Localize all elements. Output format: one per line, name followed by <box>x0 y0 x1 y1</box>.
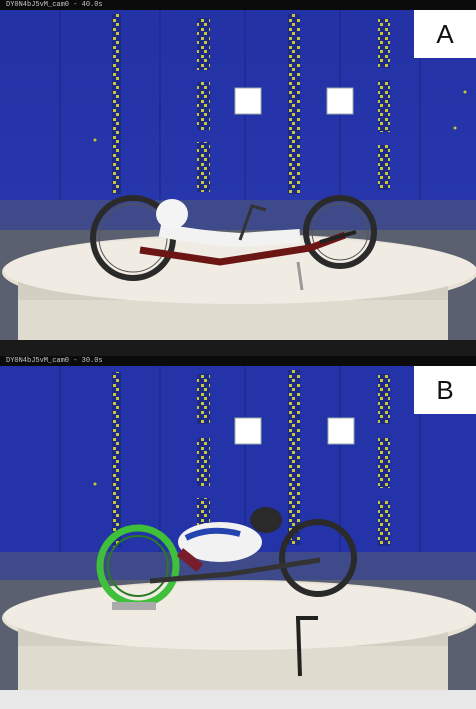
video-caption: DY0N4bJ5vM_cam0 - 40.0s <box>6 1 103 9</box>
panel-b-photo <box>0 356 476 709</box>
panel-a: DY0N4bJ5vM_cam0 - 40.0s A <box>0 0 476 356</box>
panel-b: DY0N4bJ5vM_cam0 - 30.0s B <box>0 356 476 709</box>
panel-a-photo <box>0 0 476 356</box>
video-caption: DY0N4bJ5vM_cam0 - 30.0s <box>6 357 103 365</box>
video-caption-bar <box>0 0 476 10</box>
panel-label: B <box>414 366 476 414</box>
video-caption-bar <box>0 356 476 366</box>
panel-label: A <box>414 10 476 58</box>
